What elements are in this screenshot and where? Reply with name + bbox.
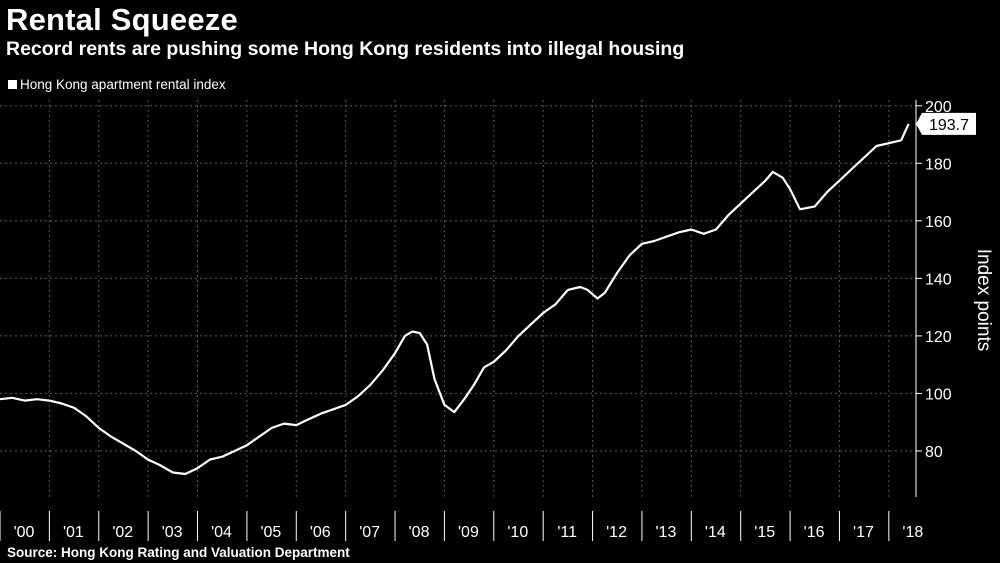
source-note: Source: Hong Kong Rating and Valuation D… <box>7 545 350 560</box>
x-tick-label: '17 <box>853 524 874 541</box>
y-tick-label: 120 <box>925 329 952 346</box>
y-tick-label: 80 <box>925 444 943 461</box>
x-tick-label: '04 <box>211 524 232 541</box>
y-tick-label: 200 <box>925 99 952 116</box>
last-value-label: 193.7 <box>929 117 969 134</box>
y-tick-label: 160 <box>925 214 952 231</box>
labels: 193.7 <box>916 112 976 135</box>
axes: 80 100 120 140 160 180 200 '00 '01 '02 '03 '04 '05 '0… <box>0 99 994 541</box>
y-tick-label: 100 <box>925 386 952 403</box>
series-layer <box>0 123 910 476</box>
x-tick-label: '06 <box>310 524 331 541</box>
x-tick-label: '13 <box>656 524 677 541</box>
chart-title: Rental Squeeze <box>6 2 238 37</box>
y-axis-title: Index points <box>973 249 994 351</box>
x-tick-label: '00 <box>14 524 35 541</box>
grid <box>0 100 916 497</box>
x-tick-label: '01 <box>63 524 84 541</box>
x-tick-label: '09 <box>458 524 479 541</box>
x-tick-label: '11 <box>557 524 577 541</box>
x-tick-label: '07 <box>359 524 380 541</box>
x-tick-label: '10 <box>507 524 528 541</box>
x-tick-label: '16 <box>804 524 825 541</box>
x-tick-label: '05 <box>260 524 281 541</box>
series-line <box>0 123 910 476</box>
x-tick-label: '14 <box>705 524 726 541</box>
legend: Hong Kong apartment rental index <box>8 77 226 92</box>
legend-swatch <box>8 80 17 89</box>
y-tick-label: 180 <box>925 156 952 173</box>
chart-subtitle: Record rents are pushing some Hong Kong … <box>6 38 685 60</box>
legend-label: Hong Kong apartment rental index <box>20 77 226 92</box>
last-value-box <box>916 112 976 135</box>
x-tick-label: '15 <box>754 524 775 541</box>
x-tick-label: '03 <box>162 524 183 541</box>
x-tick-label: '18 <box>902 524 923 541</box>
x-tick-label: '12 <box>606 524 627 541</box>
x-tick-label: '08 <box>409 524 430 541</box>
y-tick-label: 140 <box>925 271 952 288</box>
last-value-badge: 193.7 <box>916 112 976 135</box>
x-tick-label: '02 <box>112 524 133 541</box>
